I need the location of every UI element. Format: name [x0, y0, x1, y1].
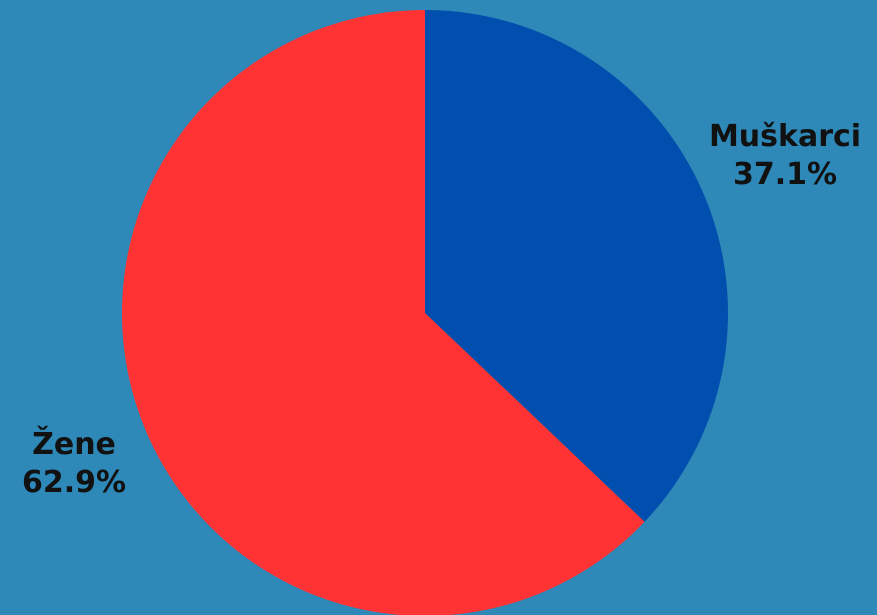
slice-percent-muskarci: 37.1% [732, 157, 838, 192]
slice-name-zene: Žene [32, 427, 116, 462]
pie-slices [121, 10, 728, 615]
pie-slice-muskarci [425, 10, 728, 522]
slice-label-zene: Žene 62.9% [4, 426, 144, 502]
slice-label-muskarci: Muškarci 37.1% [700, 118, 870, 194]
pie-slice-zene [121, 10, 645, 615]
slice-percent-zene: 62.9% [21, 465, 127, 500]
slice-name-muskarci: Muškarci [708, 119, 862, 154]
